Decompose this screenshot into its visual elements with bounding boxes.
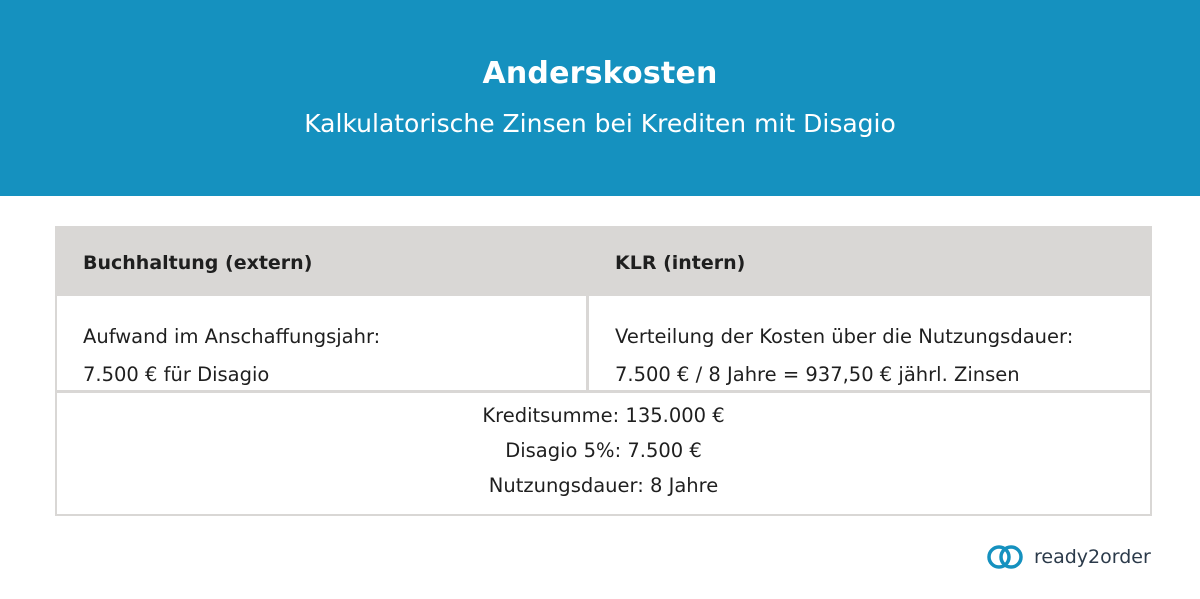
column-divider xyxy=(586,296,589,390)
cell-line: 7.500 € / 8 Jahre = 937,50 € jährl. Zins… xyxy=(615,363,1020,386)
summary-line: Disagio 5%: 7.500 € xyxy=(505,439,702,462)
summary-cell: Kreditsumme: 135.000 € Disagio 5%: 7.500… xyxy=(57,398,1150,503)
summary-line: Kreditsumme: 135.000 € xyxy=(482,404,725,427)
cell-line: 7.500 € für Disagio xyxy=(83,363,270,386)
comparison-table: Buchhaltung (extern) KLR (intern) Aufwan… xyxy=(55,226,1152,516)
header-banner: Anderskosten Kalkulatorische Zinsen bei … xyxy=(0,0,1200,196)
cell-buchhaltung: Aufwand im Anschaffungsjahr: 7.500 € für… xyxy=(83,318,380,394)
table-header-row: Buchhaltung (extern) KLR (intern) xyxy=(57,228,1150,296)
column-header-buchhaltung: Buchhaltung (extern) xyxy=(83,252,313,274)
cell-line: Verteilung der Kosten über die Nutzungsd… xyxy=(615,325,1074,348)
page-subtitle: Kalkulatorische Zinsen bei Krediten mit … xyxy=(304,109,896,138)
brand-name: ready2order xyxy=(1034,546,1151,568)
brand-logo: ready2order xyxy=(986,540,1151,574)
summary-line: Nutzungsdauer: 8 Jahre xyxy=(488,474,719,497)
cell-klr: Verteilung der Kosten über die Nutzungsd… xyxy=(615,318,1073,394)
column-header-klr: KLR (intern) xyxy=(615,252,746,274)
cell-line: Aufwand im Anschaffungsjahr: xyxy=(83,325,381,348)
page-title: Anderskosten xyxy=(482,56,718,91)
ready2order-rings-logo-icon xyxy=(986,543,1024,571)
row-divider xyxy=(57,390,1150,393)
